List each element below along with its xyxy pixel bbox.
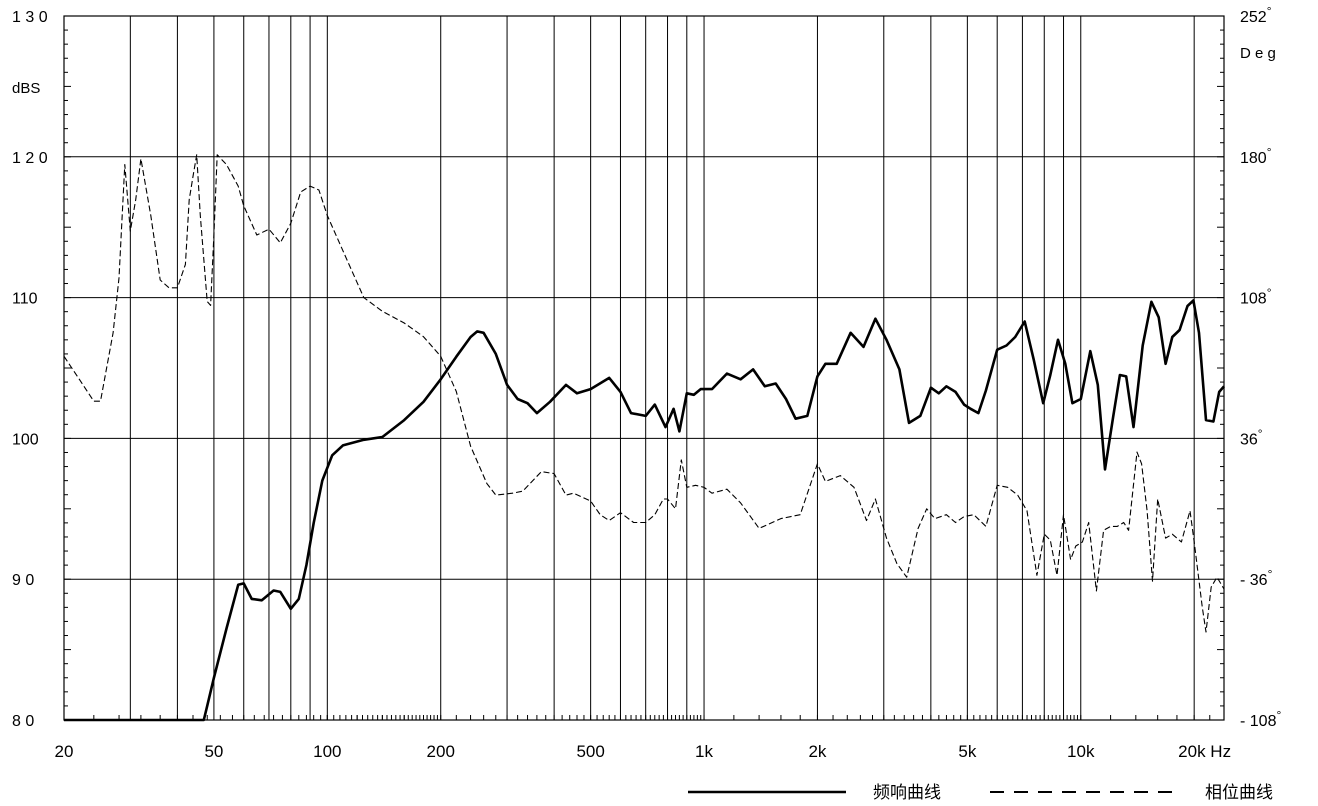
legend-label-frequency-response: 频响曲线 xyxy=(873,783,941,802)
series xyxy=(63,154,1225,722)
x-tick-label: 100 xyxy=(313,742,341,761)
x-tick-label: 20k Hz xyxy=(1178,742,1231,761)
right-tick-label: - 108° xyxy=(1240,708,1281,730)
legend: 频响曲线 相位曲线 xyxy=(688,783,1273,802)
frequency-response-curve xyxy=(64,299,1225,722)
left-unit-label: dBS xyxy=(12,80,40,97)
x-tick-label: 5k xyxy=(958,742,976,761)
left-tick-label: 8 0 xyxy=(12,713,34,730)
left-tick-label: 1 3 0 xyxy=(12,9,48,26)
plot-frame xyxy=(63,15,1225,721)
right-tick-label: 36° xyxy=(1240,426,1263,448)
x-tick-label: 20 xyxy=(55,742,74,761)
right-tick-label: 252° xyxy=(1240,4,1272,26)
left-tick-label: 1 2 0 xyxy=(12,150,48,167)
x-tick-label: 1k xyxy=(695,742,713,761)
x-tick-label: 2k xyxy=(808,742,826,761)
axes xyxy=(63,15,1225,721)
x-tick-label: 50 xyxy=(204,742,223,761)
x-tick-label: 500 xyxy=(576,742,604,761)
right-unit-label: D e g xyxy=(1240,45,1276,62)
grid xyxy=(64,15,1224,721)
axis-labels: 1 3 0 1 2 0 110 100 9 0 8 0 dBS 252° 180° 108° 36°… xyxy=(12,4,1281,761)
left-tick-label: 100 xyxy=(12,431,39,448)
right-tick-label: - 36° xyxy=(1240,567,1273,589)
x-tick-label: 200 xyxy=(427,742,455,761)
left-tick-label: 110 xyxy=(12,291,38,308)
right-tick-label: 108° xyxy=(1240,286,1272,308)
right-tick-label: 180° xyxy=(1240,145,1272,167)
x-tick-label: 10k xyxy=(1067,742,1095,761)
legend-label-phase: 相位曲线 xyxy=(1205,783,1273,802)
phase-curve xyxy=(63,154,1225,633)
left-tick-label: 9 0 xyxy=(12,572,34,589)
